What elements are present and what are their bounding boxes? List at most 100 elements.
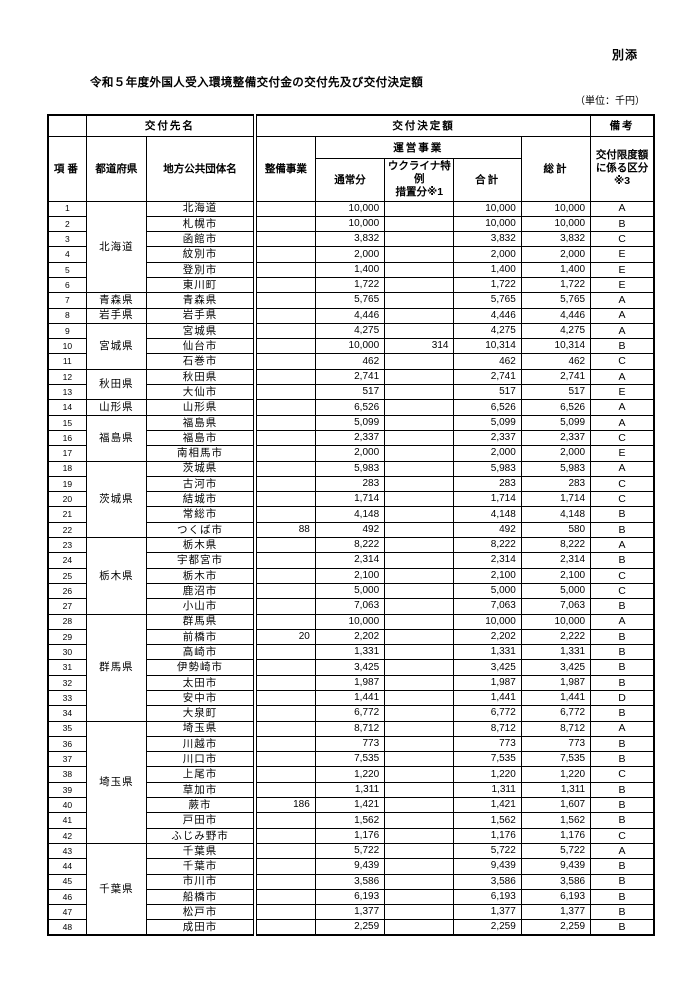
municipality-cell: 戸田市: [145, 812, 256, 829]
limit-category-cell: A: [590, 613, 655, 630]
regular-amount-cell: 6,526: [314, 399, 386, 416]
prefecture-cell: 山形県: [85, 399, 147, 416]
prefecture-cell: 埼玉県: [85, 720, 147, 844]
limit-category-cell: A: [590, 537, 655, 554]
subtotal-amount-cell: 2,202: [453, 628, 522, 646]
subtotal-amount-cell: 1,421: [453, 797, 522, 814]
subtotal-amount-cell: 2,741: [453, 368, 522, 386]
header-municipality: 地方公共団体名: [145, 135, 256, 202]
grand-total-amount-cell: 517: [520, 384, 592, 401]
municipality-cell: 宇都宮市: [145, 552, 256, 569]
table-row: 9 宮城県 宮城県 4,275 4,275 4,275 A: [47, 322, 655, 370]
row-number-cell: 1: [47, 200, 87, 217]
ukraine-amount-cell: [384, 215, 455, 233]
subtotal-amount-cell: 5,000: [453, 582, 522, 600]
subtotal-amount-cell: 3,586: [453, 873, 522, 890]
ukraine-amount-cell: [384, 812, 455, 829]
ukraine-amount-cell: [384, 475, 455, 493]
header-regular: 通常分: [314, 157, 386, 202]
subtotal-amount-cell: 4,275: [453, 322, 522, 340]
municipality-cell: 福島県: [145, 414, 256, 431]
row-number-cell: 27: [47, 598, 87, 615]
regular-amount-cell: 5,983: [314, 460, 386, 477]
limit-category-cell: A: [590, 720, 655, 737]
regular-amount-cell: 10,000: [314, 613, 386, 630]
municipality-cell: 船橋市: [145, 888, 256, 906]
limit-category-cell: E: [590, 276, 655, 294]
grand-total-amount-cell: 1,176: [520, 827, 592, 844]
subtotal-amount-cell: 2,000: [453, 445, 522, 462]
grant-table: 交付先名 交付決定額 備考 項番 都道府県 地方公共団体名 整備事業 運営事業 …: [47, 114, 655, 937]
row-number-cell: 25: [47, 567, 87, 584]
limit-category-cell: B: [590, 797, 655, 814]
grand-total-amount-cell: 10,000: [520, 613, 592, 630]
limit-category-cell: A: [590, 414, 655, 431]
ukraine-amount-cell: [384, 751, 455, 768]
municipality-cell: 鹿沼市: [145, 582, 256, 600]
regular-amount-cell: 8,712: [314, 720, 386, 737]
development-amount-cell: [253, 475, 316, 493]
limit-category-cell: C: [590, 353, 655, 370]
limit-category-cell: A: [590, 842, 655, 860]
municipality-cell: 登別市: [145, 261, 256, 278]
grand-total-amount-cell: 2,100: [520, 567, 592, 584]
ukraine-amount-cell: [384, 261, 455, 278]
ukraine-amount-cell: [384, 842, 455, 860]
regular-amount-cell: 492: [314, 521, 386, 539]
row-number-cell: 43: [47, 842, 87, 860]
row-number-cell: 42: [47, 827, 87, 844]
grand-total-amount-cell: 5,983: [520, 460, 592, 477]
ukraine-amount-cell: [384, 659, 455, 676]
development-amount-cell: [253, 888, 316, 906]
table-row: 1 北海道 北海道 10,000 10,000 10,000 A: [47, 200, 655, 294]
development-amount-cell: [253, 552, 316, 569]
table-body: 1 北海道 北海道 10,000 10,000 10,000 A 2 札幌市 10,000 10,0…: [47, 200, 655, 936]
subtotal-amount-cell: 6,772: [453, 705, 522, 722]
development-amount-cell: [253, 827, 316, 844]
regular-amount-cell: 1,987: [314, 674, 386, 692]
grand-total-amount-cell: 773: [520, 735, 592, 753]
ukraine-amount-cell: [384, 231, 455, 248]
table-row: 16 福島市 2,337 2,337 2,337 C: [47, 429, 655, 447]
municipality-cell: 仙台市: [145, 338, 256, 355]
development-amount-cell: [253, 338, 316, 355]
ukraine-amount-cell: [384, 521, 455, 539]
row-number-cell: 32: [47, 674, 87, 692]
limit-category-cell: C: [590, 491, 655, 508]
limit-category-cell: B: [590, 919, 655, 936]
ukraine-amount-cell: [384, 353, 455, 370]
ukraine-amount-cell: [384, 414, 455, 431]
prefecture-cell: 群馬県: [85, 613, 147, 722]
row-number-cell: 28: [47, 613, 87, 630]
regular-amount-cell: 1,562: [314, 812, 386, 829]
regular-amount-cell: 5,099: [314, 414, 386, 431]
development-amount-cell: [253, 842, 316, 860]
regular-amount-cell: 4,446: [314, 307, 386, 324]
grand-total-amount-cell: 1,987: [520, 674, 592, 692]
subtotal-amount-cell: 6,193: [453, 888, 522, 906]
row-number-cell: 21: [47, 506, 87, 523]
regular-amount-cell: 10,000: [314, 200, 386, 217]
ukraine-amount-cell: [384, 276, 455, 294]
regular-amount-cell: 773: [314, 735, 386, 753]
prefecture-cell: 福島県: [85, 414, 147, 462]
grand-total-amount-cell: 1,714: [520, 491, 592, 508]
table-row: 8 岩手県 岩手県 4,446 4,446 4,446 A: [47, 307, 655, 324]
table-row: 6 東川町 1,722 1,722 1,722 E: [47, 276, 655, 294]
municipality-cell: 上尾市: [145, 766, 256, 783]
ukraine-amount-cell: [384, 460, 455, 477]
grand-total-amount-cell: 4,446: [520, 307, 592, 324]
regular-amount-cell: 2,202: [314, 628, 386, 646]
header-operation-project: 運営事業: [314, 135, 522, 159]
row-number-cell: 15: [47, 414, 87, 431]
limit-category-cell: A: [590, 307, 655, 324]
row-number-cell: 24: [47, 552, 87, 569]
row-number-cell: 44: [47, 858, 87, 875]
regular-amount-cell: 4,148: [314, 506, 386, 523]
grand-total-amount-cell: 5,722: [520, 842, 592, 860]
ukraine-amount-cell: 314: [384, 338, 455, 355]
regular-amount-cell: 1,311: [314, 781, 386, 799]
development-amount-cell: [253, 766, 316, 783]
row-number-cell: 20: [47, 491, 87, 508]
subtotal-amount-cell: 10,000: [453, 613, 522, 630]
